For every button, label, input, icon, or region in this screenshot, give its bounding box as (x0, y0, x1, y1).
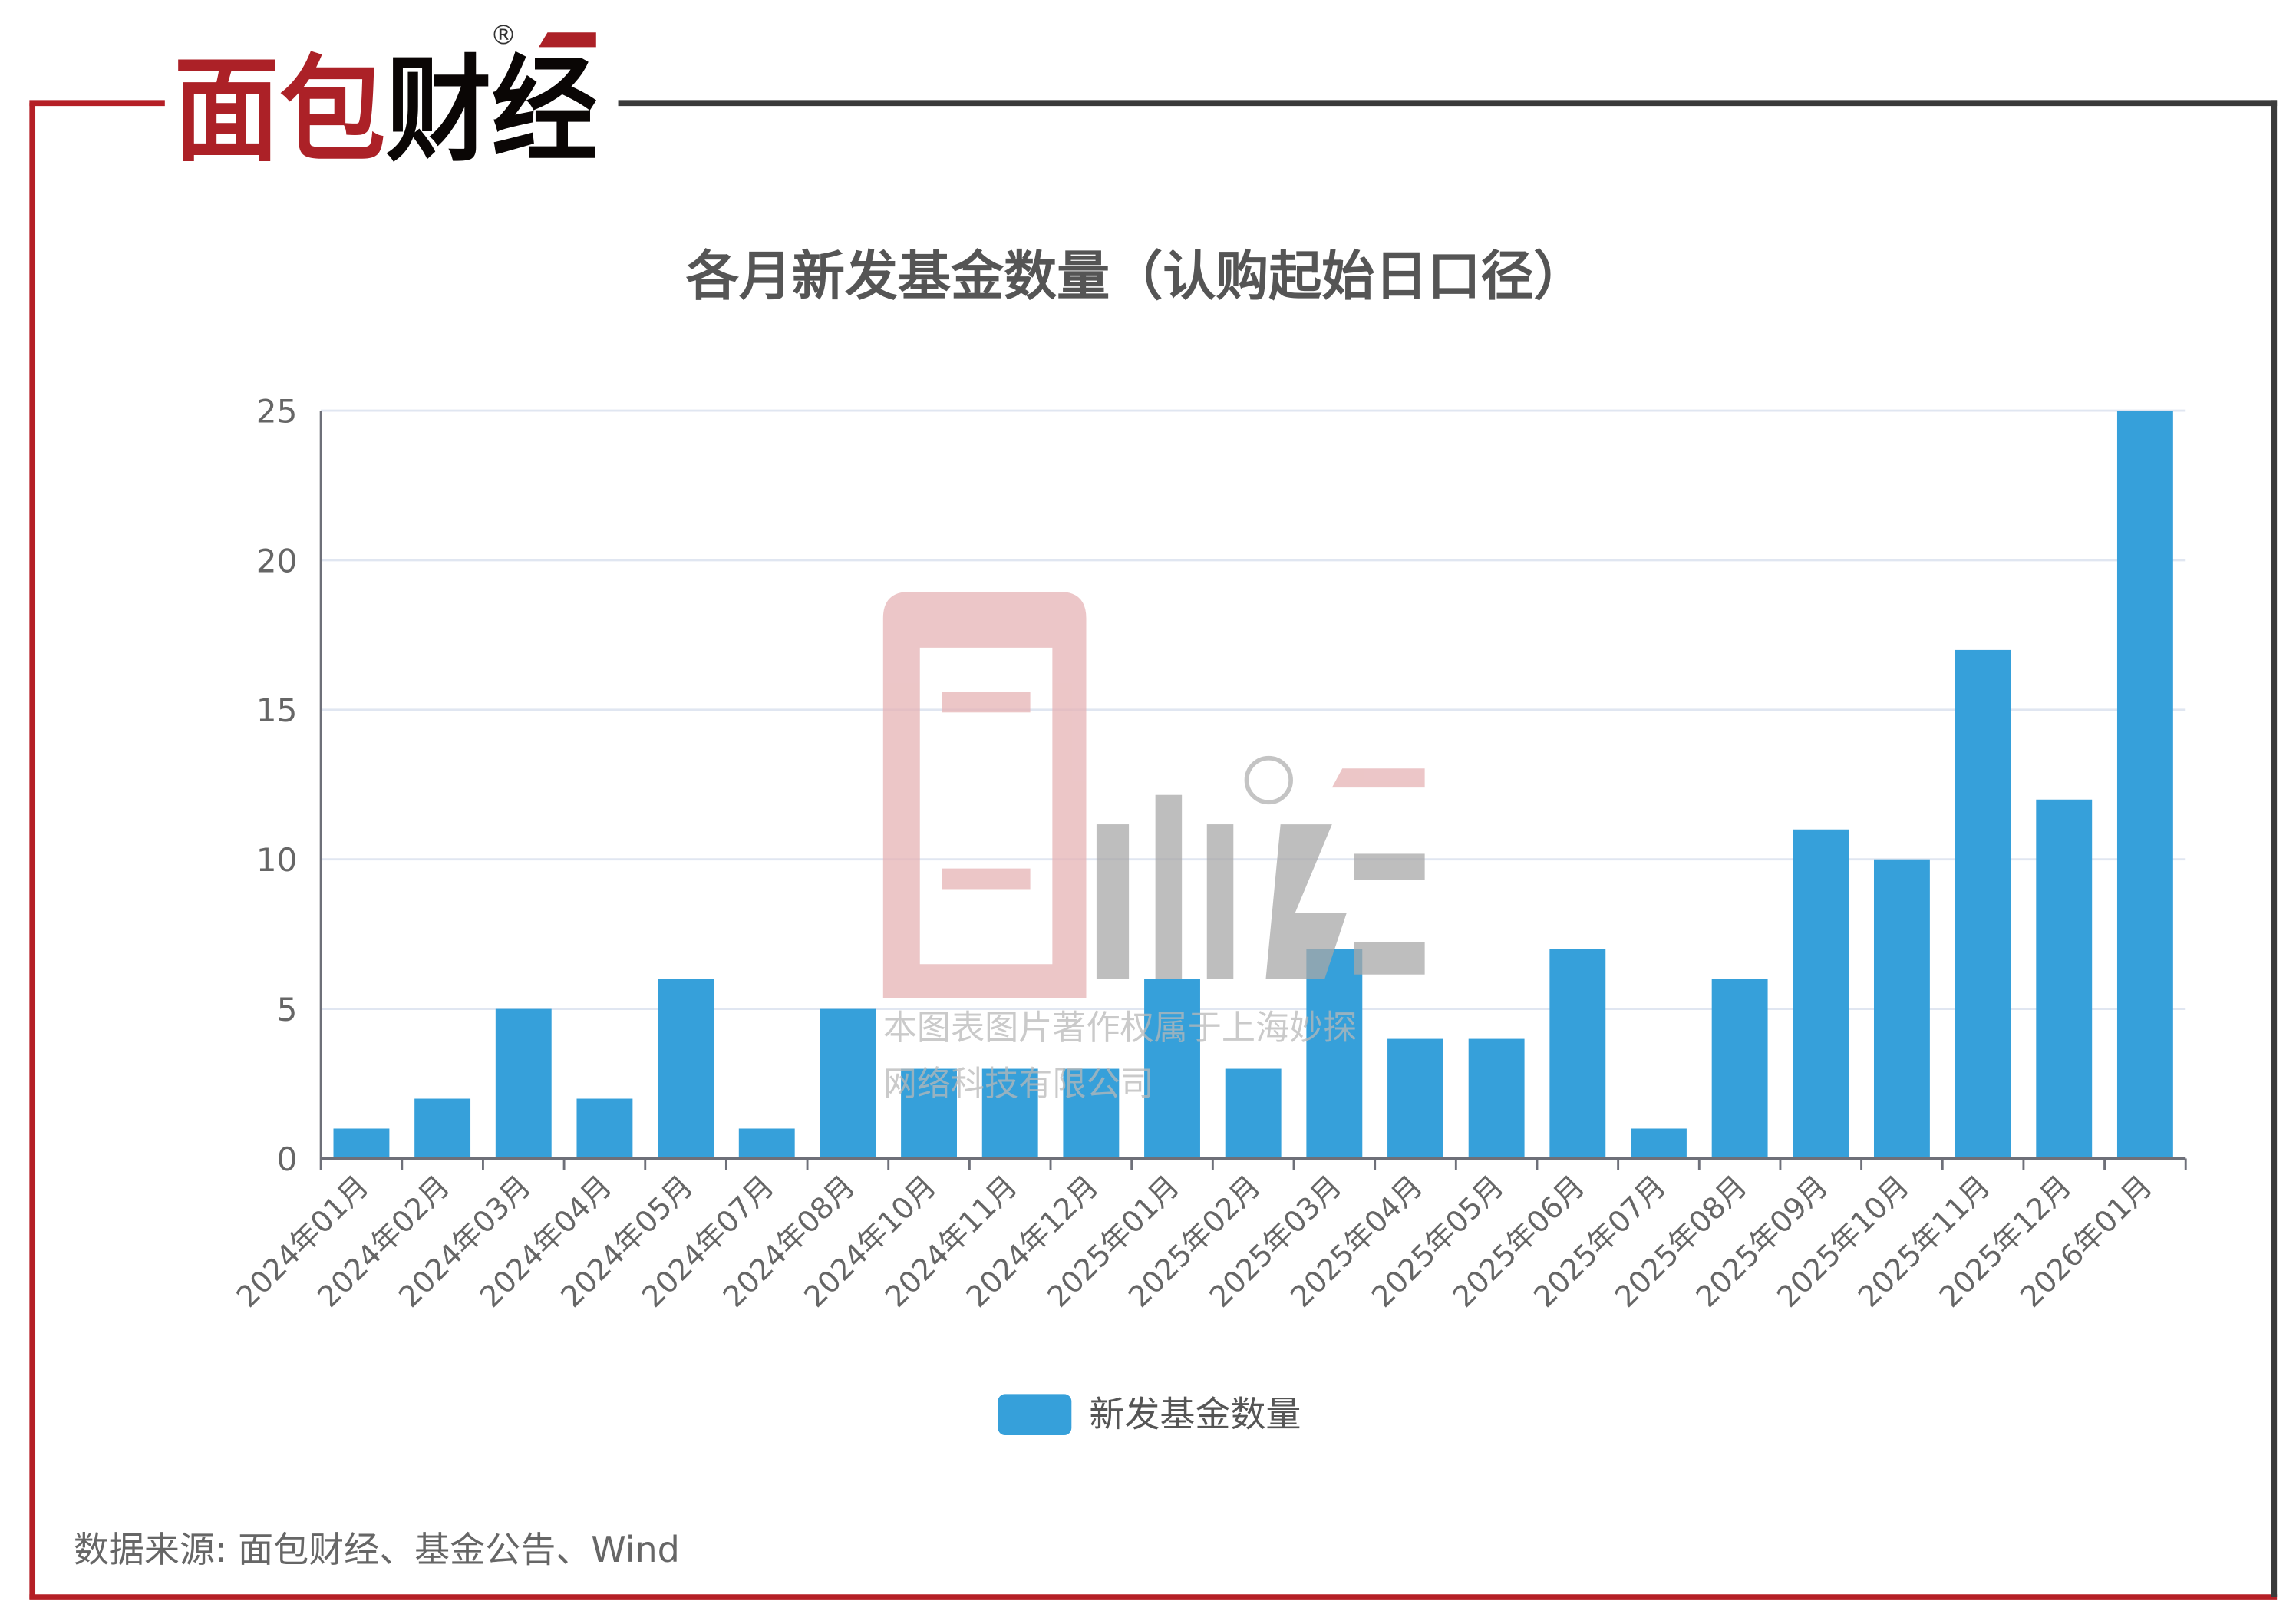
watermark-logo-gray-stroke (1096, 824, 1130, 979)
bar (576, 1098, 633, 1159)
bar (1063, 1068, 1120, 1159)
watermark-logo-gray-stroke (1265, 824, 1347, 979)
watermark-logo-gray-stroke (1155, 794, 1183, 979)
watermark-logo-accent (1331, 768, 1425, 788)
bar (1955, 649, 2011, 1159)
watermark-logo-red-bar (942, 868, 1031, 890)
bar (738, 1128, 795, 1159)
bar (1793, 829, 1849, 1159)
watermark-logo-gray-stroke (1354, 942, 1425, 975)
watermark-logo-red-shape (882, 592, 1087, 998)
y-tick-label: 15 (256, 692, 298, 729)
y-tick-label: 20 (256, 542, 298, 579)
frame (29, 100, 2278, 1600)
bar (1225, 1068, 1282, 1159)
bar (414, 1098, 471, 1159)
bar (333, 1128, 390, 1159)
bar (495, 1008, 552, 1159)
bar (2036, 799, 2093, 1159)
y-tick-label: 25 (256, 392, 298, 430)
bar (820, 1008, 876, 1159)
bar (2116, 411, 2173, 1159)
y-tick-label: 0 (277, 1140, 298, 1178)
watermark-line2: 网络科技有限公司 (883, 1065, 1154, 1104)
bar (1631, 1128, 1687, 1159)
brand-logo: 面包财经 ® (173, 21, 597, 178)
bar (1306, 949, 1363, 1159)
bar (1144, 979, 1200, 1159)
chart-title: 各月新发基金数量（认购起始日口径） (686, 246, 1587, 308)
bar (1468, 1038, 1525, 1159)
logo-accent (538, 32, 596, 48)
bar (1387, 1038, 1443, 1159)
watermark-logo (882, 592, 1425, 998)
logo-black-part: 财经 (386, 45, 598, 178)
watermark-logo-gray-stroke (1206, 824, 1234, 979)
watermark-registered-circle (1244, 755, 1293, 805)
logo-red-part: 面包 (173, 45, 385, 178)
legend-label: 新发基金数量 (1089, 1394, 1301, 1435)
registered-mark: ® (490, 21, 517, 51)
bar (981, 1068, 1038, 1159)
legend: 新发基金数量 (998, 1394, 1301, 1436)
bar (901, 1068, 957, 1159)
source-note: 数据来源: 面包财经、基金公告、Wind (74, 1529, 680, 1570)
bar (1549, 949, 1606, 1159)
bars (333, 411, 2173, 1159)
y-tick-label: 5 (277, 991, 298, 1028)
watermark-logo-gray-stroke (1354, 853, 1425, 880)
watermark-line1: 本图表图片著作权属于上海妙探 (883, 1008, 1357, 1048)
bar (1711, 979, 1768, 1159)
legend-swatch (998, 1394, 1072, 1436)
svg-text:面包财经: 面包财经 (173, 45, 597, 178)
y-tick-label: 10 (256, 841, 298, 879)
bar (658, 979, 714, 1159)
watermark: 本图表图片著作权属于上海妙探 网络科技有限公司 (882, 592, 1425, 1104)
bar (1873, 859, 1930, 1159)
watermark-logo-red-bar (942, 692, 1031, 713)
